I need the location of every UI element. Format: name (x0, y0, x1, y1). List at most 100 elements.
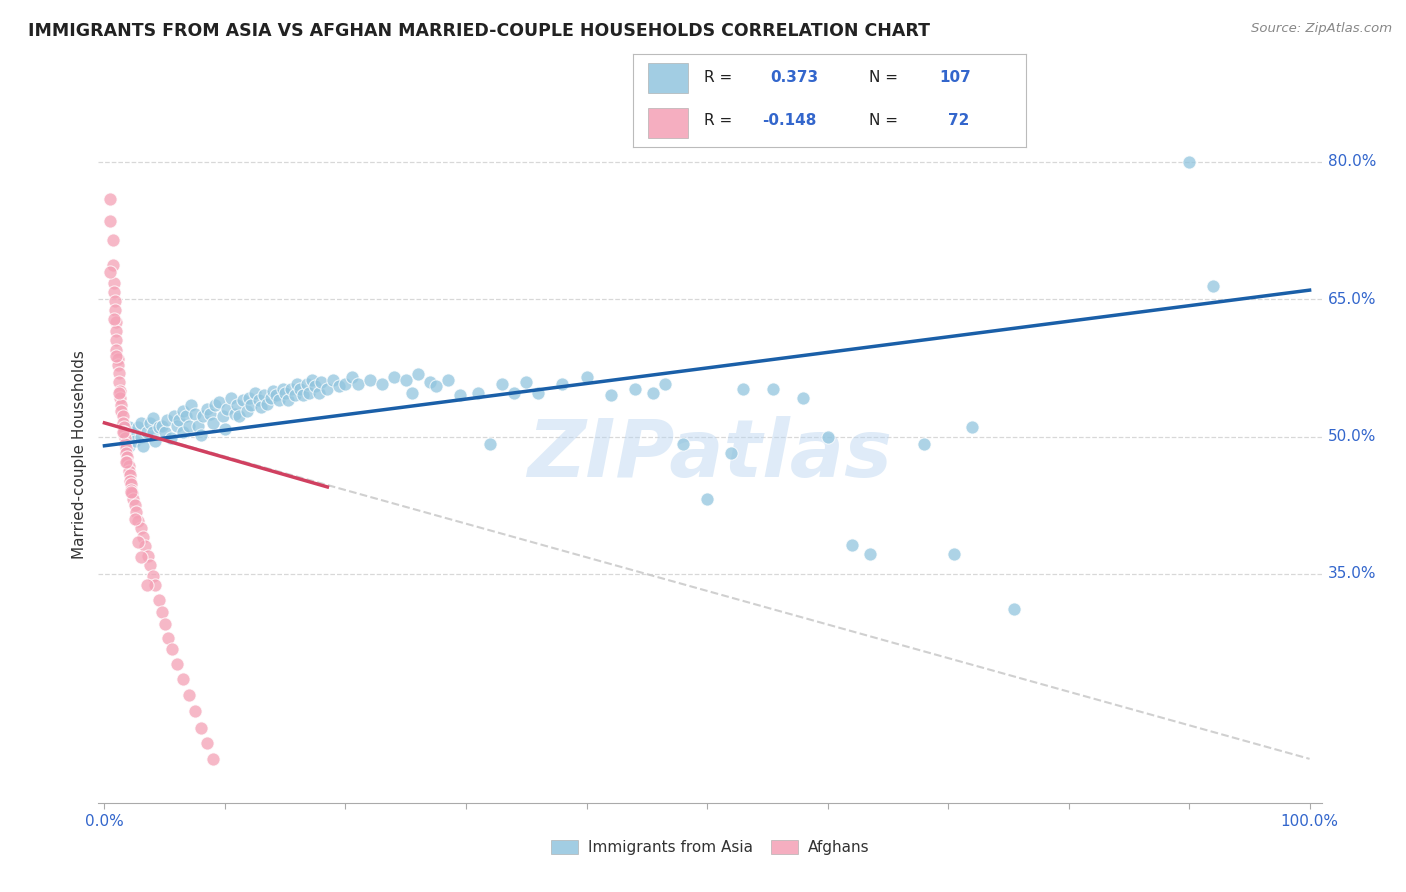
Point (110, 398, 132, 412)
Point (156, 413, 179, 427)
Point (187, 418, 209, 433)
Point (105, 315, 128, 329)
Point (120, 425, 142, 439)
Point (277, 392, 299, 407)
Point (943, 547, 966, 561)
Point (172, 425, 194, 439)
Point (260, 391, 283, 405)
Point (121, 486, 143, 500)
Point (696, 491, 718, 506)
Point (271, 382, 294, 396)
Point (180, 398, 202, 412)
Point (115, 446, 138, 460)
Point (105, 343, 128, 357)
Point (395, 373, 418, 387)
Point (103, 285, 125, 299)
Point (122, 491, 145, 506)
Point (623, 382, 645, 396)
Point (115, 441, 138, 455)
Point (295, 376, 318, 391)
Point (301, 373, 323, 387)
Point (127, 534, 149, 549)
Point (311, 375, 333, 389)
Point (134, 540, 156, 554)
Point (107, 351, 129, 366)
Point (792, 391, 814, 405)
Point (118, 474, 141, 488)
Point (103, 276, 125, 290)
Point (437, 373, 460, 387)
Point (108, 385, 131, 400)
Point (214, 422, 236, 436)
Point (406, 368, 429, 382)
Point (762, 382, 785, 396)
Point (201, 752, 224, 766)
Point (117, 420, 139, 434)
Text: R =: R = (703, 113, 731, 128)
Point (104, 303, 127, 318)
Point (120, 484, 142, 499)
Text: R =: R = (703, 70, 731, 86)
Point (184, 407, 207, 421)
Point (142, 568, 165, 582)
Point (672, 437, 695, 451)
Point (359, 373, 381, 387)
Point (124, 434, 146, 449)
Point (467, 385, 489, 400)
Point (204, 398, 226, 412)
Point (340, 370, 363, 384)
Point (208, 394, 231, 409)
Point (101, 258, 124, 272)
Point (148, 592, 170, 607)
Point (143, 578, 166, 592)
Point (252, 388, 274, 402)
Point (111, 425, 134, 439)
Point (172, 672, 194, 686)
Point (139, 416, 162, 430)
Point (132, 439, 155, 453)
Point (118, 468, 141, 483)
Text: N =: N = (869, 70, 898, 86)
Point (112, 425, 135, 439)
Text: N =: N = (869, 113, 898, 128)
Point (1178, 155, 1201, 169)
Legend: Immigrants from Asia, Afghans: Immigrants from Asia, Afghans (544, 834, 876, 862)
Point (232, 392, 254, 407)
Point (193, 409, 215, 424)
Point (108, 384, 131, 398)
Point (269, 392, 291, 407)
Point (163, 409, 186, 424)
Point (101, 233, 124, 247)
Point (308, 385, 330, 400)
Text: 0.373: 0.373 (770, 70, 818, 86)
Point (108, 366, 131, 380)
Text: 72: 72 (948, 113, 969, 128)
Point (104, 294, 127, 309)
Point (177, 418, 200, 433)
Point (285, 376, 308, 391)
Point (177, 688, 200, 702)
Point (176, 409, 198, 424)
Point (235, 404, 257, 418)
Point (912, 437, 935, 451)
Point (112, 420, 135, 434)
Point (120, 483, 142, 497)
Point (240, 398, 263, 412)
Text: 80.0%: 80.0% (1327, 154, 1376, 169)
Point (105, 349, 128, 363)
Point (125, 505, 148, 519)
Point (960, 420, 983, 434)
Point (201, 416, 224, 430)
Text: 107: 107 (939, 70, 972, 86)
Point (217, 402, 239, 417)
Text: -0.148: -0.148 (762, 113, 817, 128)
Point (111, 416, 134, 430)
Point (219, 391, 242, 405)
Point (100, 214, 122, 228)
Point (129, 429, 152, 443)
Point (1202, 278, 1225, 293)
Point (449, 388, 471, 402)
Point (190, 427, 212, 442)
Point (172, 404, 194, 418)
Point (157, 631, 180, 645)
